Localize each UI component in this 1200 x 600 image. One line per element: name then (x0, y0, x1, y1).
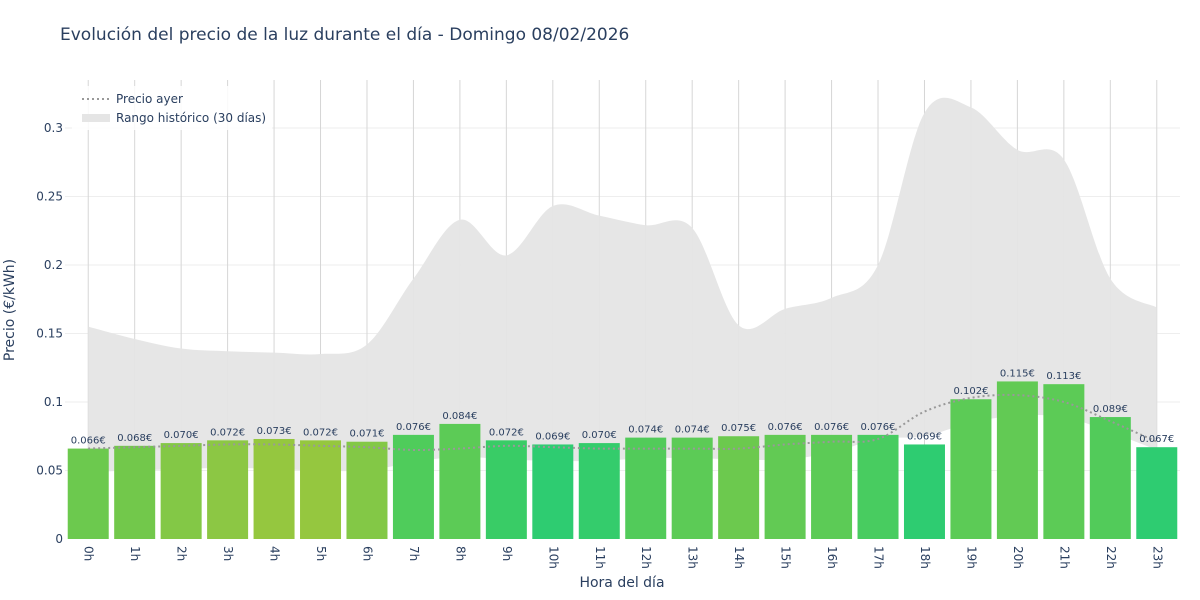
bar (625, 437, 667, 539)
x-tick-label: 23h (1150, 546, 1164, 569)
x-tick-label: 14h (732, 546, 746, 569)
legend-item-historical-range: Rango histórico (30 días) (116, 111, 266, 125)
bar (114, 445, 156, 539)
bar-value-label: 0.072€ (210, 427, 245, 438)
bar-value-label: 0.069€ (907, 431, 942, 442)
bar-value-label: 0.067€ (1139, 434, 1174, 445)
bar (671, 437, 713, 539)
x-tick-label: 22h (1104, 546, 1118, 569)
x-tick-label: 13h (686, 546, 700, 569)
bar (811, 434, 853, 539)
x-tick-label: 7h (407, 546, 421, 561)
bar-value-label: 0.070€ (582, 430, 617, 441)
x-tick-label: 10h (546, 546, 560, 569)
x-tick-label: 1h (128, 546, 142, 561)
bars (67, 381, 1178, 539)
bar (1136, 447, 1178, 539)
chart-title: Evolución del precio de la luz durante e… (60, 25, 629, 45)
y-axis-title: Precio (€/kWh) (2, 259, 18, 361)
bar-value-label: 0.074€ (628, 425, 663, 436)
x-tick-label: 11h (593, 546, 607, 569)
bar (346, 441, 388, 539)
bar-value-label: 0.115€ (1000, 368, 1035, 379)
bar (67, 448, 109, 539)
bar-value-label: 0.068€ (117, 433, 152, 444)
bar (485, 440, 527, 539)
bar (950, 399, 992, 539)
y-tick-label: 0.3 (44, 121, 63, 135)
legend-area-swatch (82, 114, 110, 122)
bar (532, 444, 574, 539)
bar-value-label: 0.069€ (535, 431, 570, 442)
historical-range-band (88, 97, 1157, 472)
x-tick-label: 6h (360, 546, 374, 561)
bar-value-label: 0.076€ (814, 422, 849, 433)
x-tick-label: 16h (825, 546, 839, 569)
y-tick-label: 0 (55, 532, 63, 546)
legend-background (72, 86, 272, 130)
y-tick-label: 0.15 (36, 326, 63, 340)
bar-value-label: 0.076€ (861, 422, 896, 433)
bar-value-label: 0.076€ (768, 422, 803, 433)
bar-value-label: 0.089€ (1093, 404, 1128, 415)
x-tick-label: 0h (82, 546, 96, 561)
y-tick-label: 0.2 (44, 258, 63, 272)
x-tick-label: 9h (500, 546, 514, 561)
bar (1089, 417, 1131, 539)
bar-value-label: 0.073€ (257, 426, 292, 437)
bar-value-label: 0.102€ (953, 386, 988, 397)
x-tick-label: 5h (314, 546, 328, 561)
bar (1043, 384, 1085, 539)
legend[interactable]: Precio ayer Rango histórico (30 días) (72, 86, 272, 130)
x-tick-label: 3h (221, 546, 235, 561)
historical-range-area (88, 97, 1157, 472)
x-axis-title: Hora del día (579, 575, 664, 591)
bar (903, 444, 945, 539)
legend-item-yesterday: Precio ayer (116, 92, 183, 106)
bar (996, 381, 1038, 539)
x-tick-label: 4h (268, 546, 282, 561)
x-tick-label: 21h (1057, 546, 1071, 569)
bar (300, 440, 342, 539)
bar-value-label: 0.084€ (442, 411, 477, 422)
y-tick-label: 0.25 (36, 189, 63, 203)
x-tick-label: 17h (872, 546, 886, 569)
bar-value-label: 0.072€ (489, 427, 524, 438)
bar (392, 434, 434, 539)
bar-value-label: 0.070€ (164, 430, 199, 441)
x-tick-label: 8h (453, 546, 467, 561)
y-tick-label: 0.1 (44, 395, 63, 409)
bar-value-label: 0.066€ (71, 436, 106, 447)
bar-value-label: 0.113€ (1046, 371, 1081, 382)
y-axis-ticks: 0 0.05 0.1 0.15 0.2 0.25 0.3 (36, 121, 63, 546)
y-tick-label: 0.05 (36, 463, 63, 477)
bar-labels: 0.066€ 0.068€ 0.070€ 0.072€ 0.073€ 0.072€ 0.07… (71, 368, 1175, 446)
x-tick-label: 19h (964, 546, 978, 569)
bar-value-label: 0.072€ (303, 427, 338, 438)
bar (857, 434, 899, 539)
bar-value-label: 0.075€ (721, 423, 756, 434)
x-tick-label: 12h (639, 546, 653, 569)
bar (764, 434, 806, 539)
x-tick-label: 18h (918, 546, 932, 569)
bar (578, 443, 620, 539)
x-axis-ticks: 0h 1h 2h 3h 4h 5h 6h 7h 8h 9h 10h 11h 12h 13h 14h 15h 16… (82, 546, 1165, 569)
bar-value-label: 0.071€ (349, 429, 384, 440)
x-tick-label: 15h (779, 546, 793, 569)
bar (718, 436, 760, 539)
bar (160, 443, 202, 539)
bar (207, 440, 249, 539)
x-tick-label: 20h (1011, 546, 1025, 569)
bar-value-label: 0.074€ (675, 425, 710, 436)
bar (253, 438, 295, 539)
bar-value-label: 0.076€ (396, 422, 431, 433)
bar (439, 423, 481, 539)
x-tick-label: 2h (175, 546, 189, 561)
